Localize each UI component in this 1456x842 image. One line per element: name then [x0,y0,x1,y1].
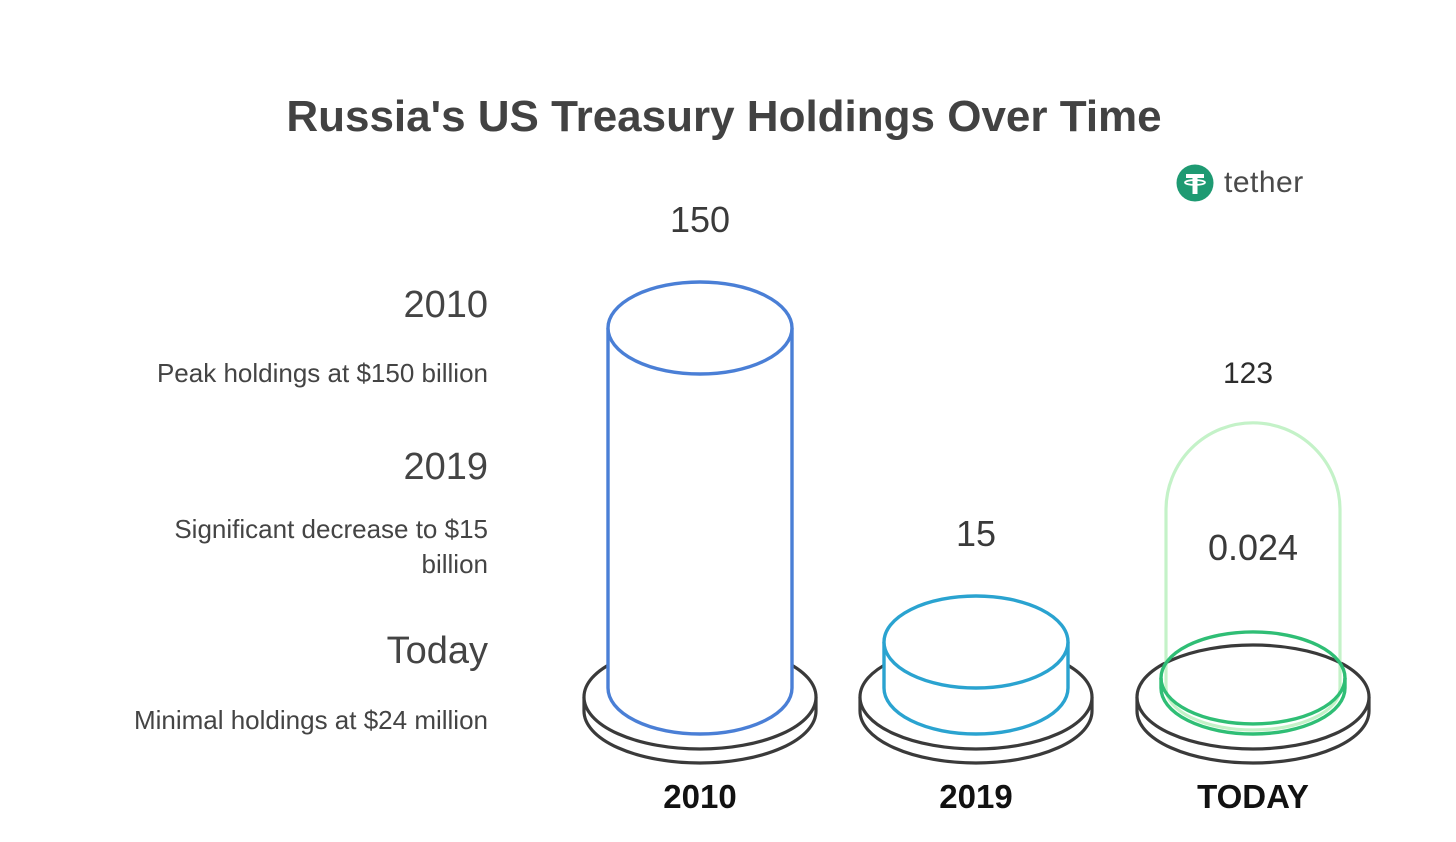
category-label-today: TODAY [1197,778,1309,815]
tether-logo-icon [1176,164,1214,202]
category-label-2019: 2019 [939,778,1012,815]
cylinder-2010-top [606,280,794,376]
value-label-2010: 150 [670,199,730,240]
tether-wordmark: tether [1224,166,1304,199]
side-desc-2010: Peak holdings at $150 billion [156,358,488,388]
cylinder-today [1159,630,1347,736]
value-label-2019: 15 [956,513,996,554]
side-desc-today: Minimal holdings at $24 million [133,705,488,735]
side-year-2010: 2010 [403,284,488,326]
overlay-capsule-today [1164,421,1342,732]
cylinder-today-body [1159,677,1347,736]
cylinder-today-top [1159,630,1347,726]
cylinder-2010 [606,280,794,736]
cylinder-2019-top [882,594,1070,690]
tether-brand: tether [1176,164,1304,202]
cylinder-2010-body [606,328,794,736]
side-desc-2019: Significant decrease to $15 billion [174,514,488,579]
side-year-today: Today [386,630,488,672]
category-label-2010: 2010 [663,778,736,815]
value-label-today: 0.024 [1208,527,1298,568]
side-year-2019: 2019 [403,446,488,488]
overlay-value-label: 123 [1223,357,1273,390]
chart-title: Russia's US Treasury Holdings Over Time [286,92,1162,141]
cylinder-2019 [882,594,1070,736]
